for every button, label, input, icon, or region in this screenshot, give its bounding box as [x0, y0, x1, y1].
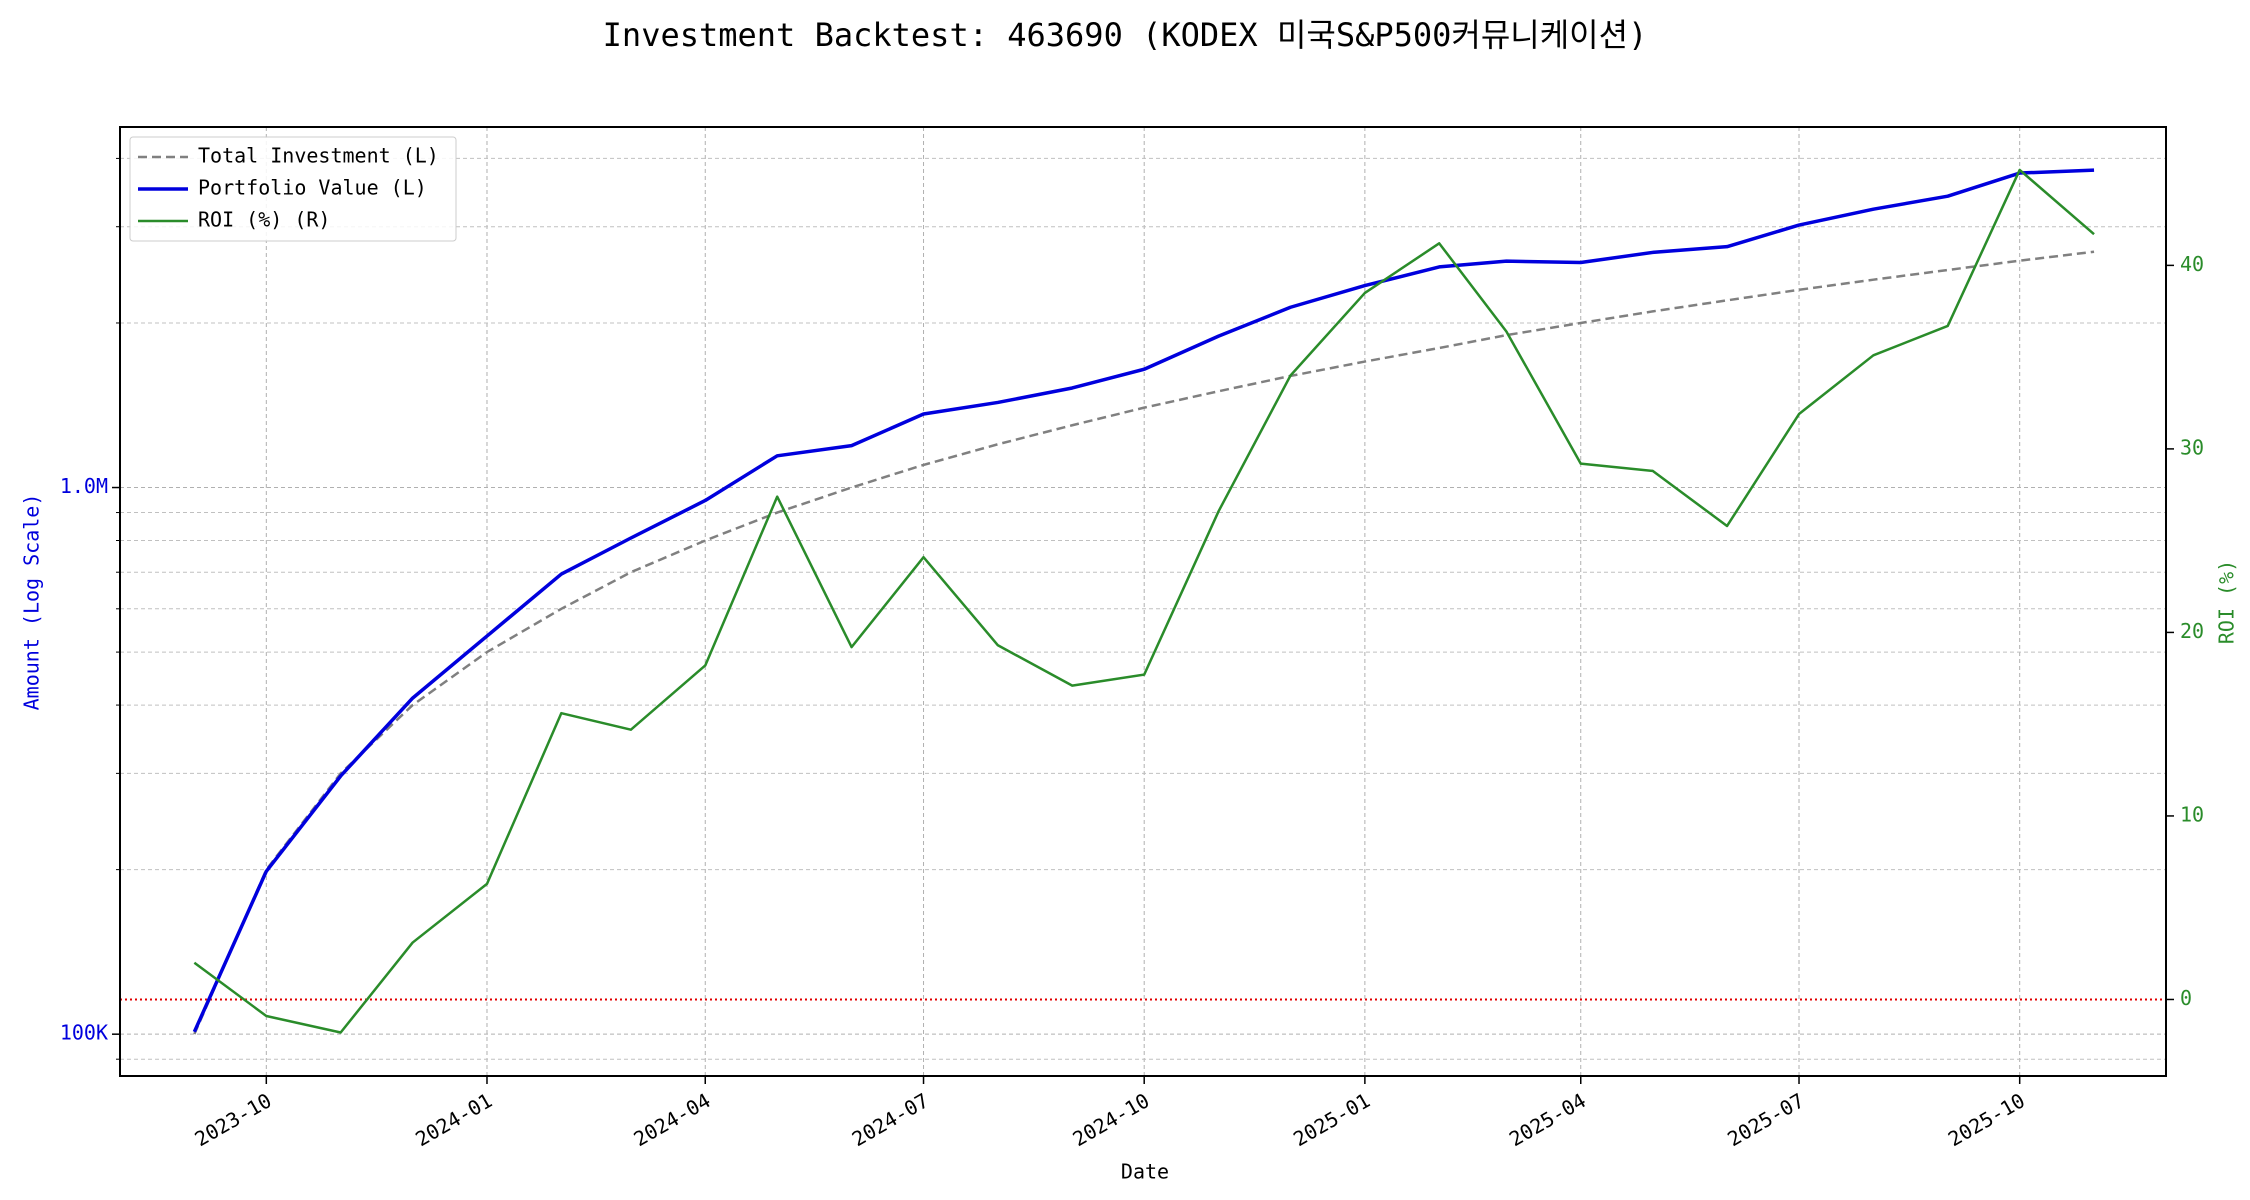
legend-box — [129, 136, 457, 242]
plot-frame — [119, 126, 2167, 1077]
legend-label: ROI (%) (R) — [198, 208, 330, 232]
y2-tick-label: 40 — [2180, 252, 2204, 276]
x-axis-label: Date — [1121, 1160, 1169, 1184]
y2-tick-label: 10 — [2180, 802, 2204, 826]
y2-tick-label: 0 — [2180, 986, 2192, 1010]
legend-label: Total Investment (L) — [198, 144, 439, 168]
legend: Total Investment (L) Portfolio Value (L) R… — [129, 136, 457, 242]
y2-tick-label: 20 — [2180, 619, 2204, 643]
y-tick-label: 1.0M — [60, 474, 108, 498]
legend-label: Portfolio Value (L) — [198, 176, 427, 200]
series-line — [192, 168, 2095, 1033]
y2-tick-label: 30 — [2180, 435, 2204, 459]
y-tick-label: 100K — [60, 1021, 108, 1045]
series-line — [193, 250, 2095, 1035]
chart-title: Investment Backtest: 463690 (KODEX 미국S&P… — [603, 16, 1648, 54]
y2-axis-label: ROI (%) — [2215, 560, 2239, 644]
y-axis-label: Amount (Log Scale) — [20, 494, 44, 711]
series-line — [193, 168, 2095, 1034]
